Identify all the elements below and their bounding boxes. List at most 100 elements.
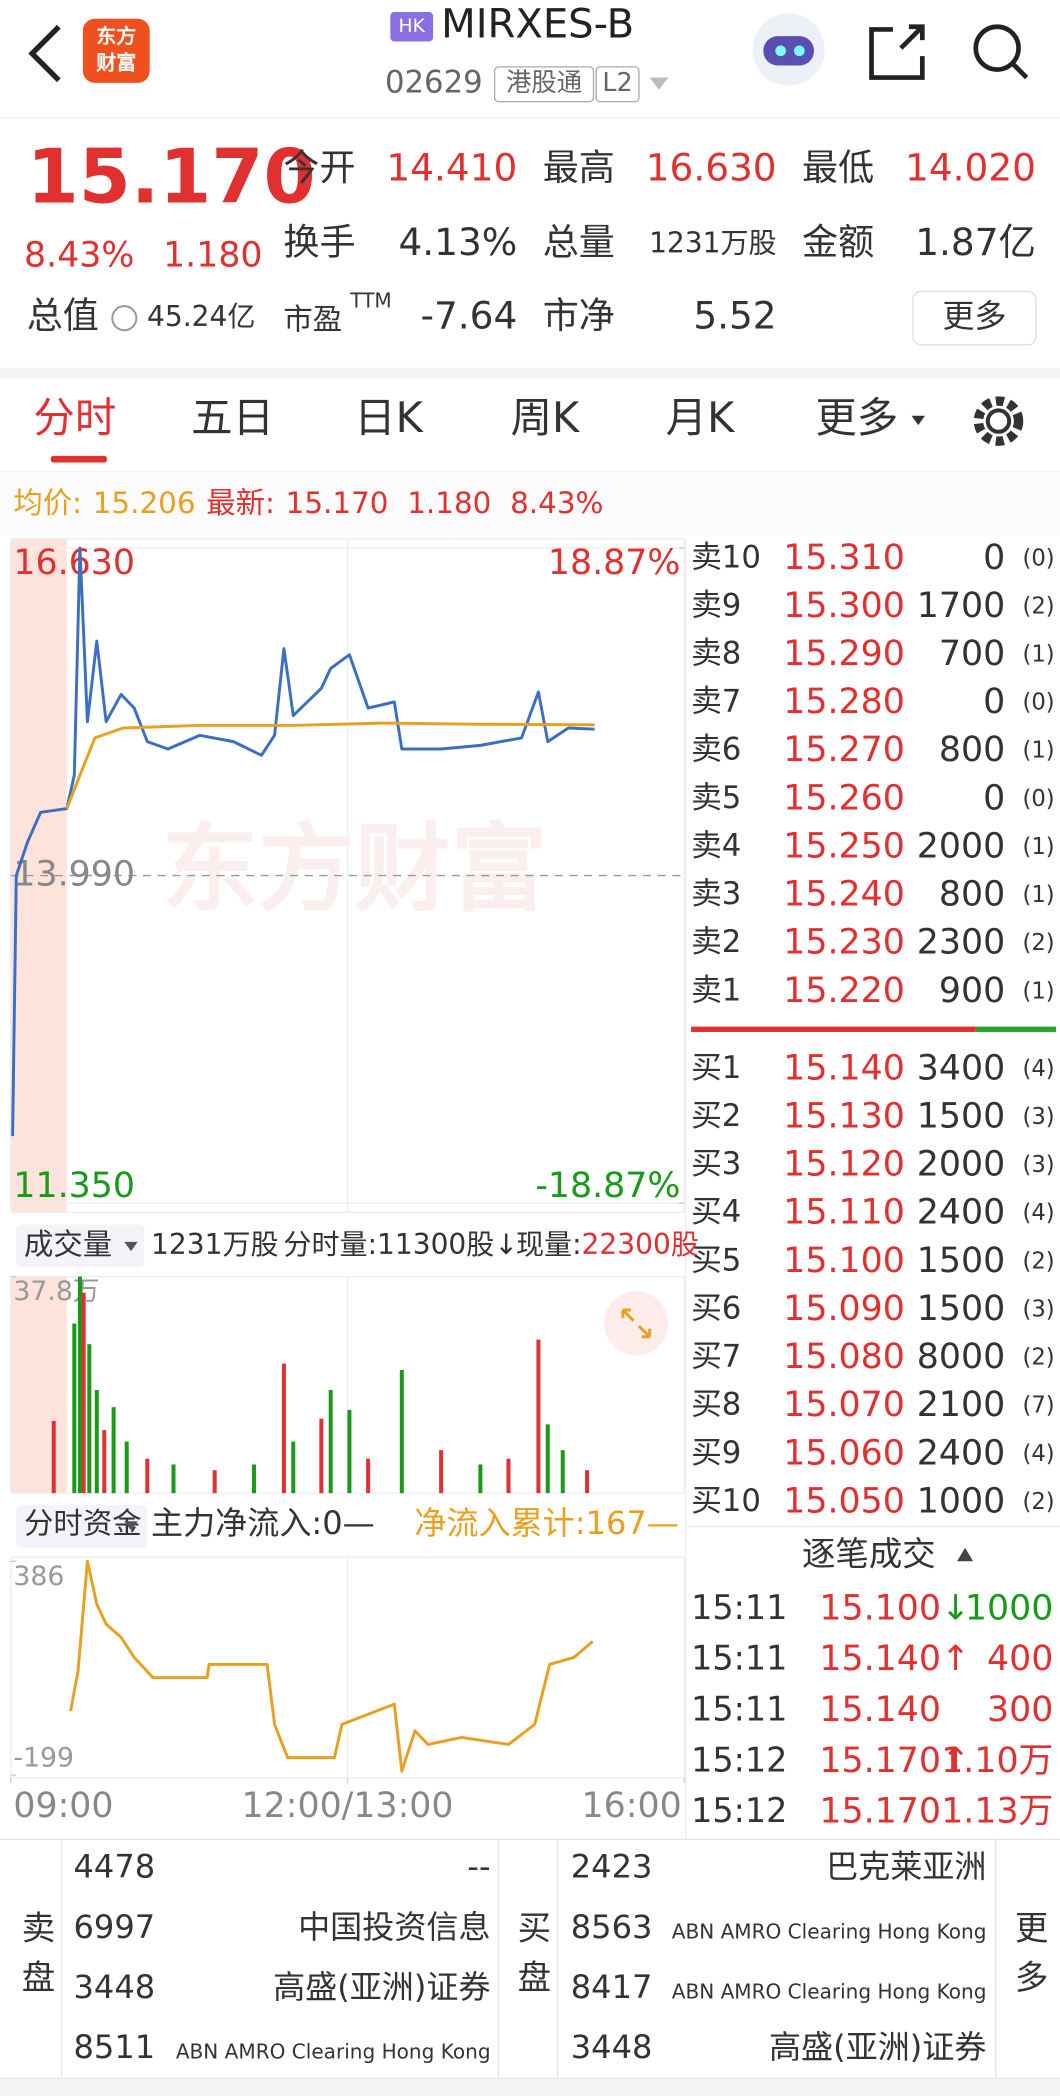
expand-button[interactable] [604,1291,669,1356]
book-price: 15.120 [783,1145,905,1185]
more-button[interactable] [912,290,1037,346]
broker-name: 巴克莱亚洲 [826,1848,986,1886]
app-logo[interactable] [82,18,150,83]
tab[interactable]: 五日 [191,394,274,442]
fund-selector[interactable] [16,1505,148,1548]
volume-minute: 分时量:11300股↓ [283,1228,517,1261]
volume-bar [72,1323,77,1494]
side-label[interactable]: 更多 [1009,1910,1048,2009]
trade-volume: 300 [987,1690,1053,1730]
book-label: 买8 [691,1387,741,1423]
book-price: 15.230 [783,923,905,963]
volume-bar [87,1344,92,1494]
info-item: 15.170 [286,485,389,519]
y-tick-label: 37.8万 [13,1276,99,1307]
tab[interactable]: 月K [666,394,736,442]
volume-bar [536,1339,541,1494]
volume-selector[interactable] [16,1224,145,1268]
trade-time: 15:11 [691,1690,787,1729]
tab[interactable]: 日K [354,394,424,442]
book-price: 15.280 [783,682,905,722]
value: 22300股 [582,1228,699,1261]
tag-box [493,66,595,103]
field-label: 市净 [543,295,615,337]
stock-code: 02629 [385,65,483,101]
search-icon[interactable] [973,24,1029,80]
book-price: 15.080 [783,1337,905,1377]
info-icon[interactable] [111,305,138,332]
data-line [11,546,595,1137]
book-count: (0) [1022,545,1054,571]
volume-bar [439,1450,444,1494]
book-count: (2) [1022,930,1054,956]
book-price: 15.290 [783,634,905,674]
book-count: (2) [1022,1345,1054,1371]
trade-volume: 1000 [965,1588,1053,1628]
book-count: (3) [1022,1104,1054,1130]
more-button-label[interactable]: 更多 [942,297,1006,335]
hk-badge [390,12,434,42]
book-qty: 1500 [917,1289,1005,1329]
logo-text: 财富 [96,51,136,75]
volume-bar [111,1407,116,1494]
auction-shade [10,1276,67,1494]
ask-ratio-bar [691,1026,976,1032]
trade-time: 15:12 [691,1791,787,1830]
tab[interactable]: 分时 [33,394,116,442]
volume-bar [145,1458,150,1494]
volume-bar [51,1420,56,1494]
book-price: 15.070 [783,1385,905,1425]
x-tick-label: 12:00/13:00 [242,1786,454,1826]
fund-main: 主力净流入:0— [151,1504,375,1542]
share-icon[interactable] [869,24,925,80]
book-price: 15.240 [783,875,905,915]
volume-bar [545,1424,550,1494]
field-label: 最低 [802,147,874,189]
book-label: 买2 [691,1098,741,1134]
field-value: 1231万股 [649,227,777,260]
broker-name: ABN AMRO Clearing Hong Kong [176,2040,491,2064]
y2-tick-label: 18.87% [548,543,681,583]
sort-icon[interactable] [957,1547,974,1562]
book-label: 卖7 [691,684,741,720]
back-button[interactable] [28,24,61,83]
volume-bar [171,1464,176,1494]
label: 现量: [516,1228,582,1261]
data-line [69,1559,594,1773]
direction: ↓ [941,1588,970,1628]
direction: ↑ [941,1639,970,1679]
assistant-icon[interactable] [752,13,825,86]
volume-bar [585,1470,590,1494]
tag: L2 [602,67,632,97]
volume-bar [281,1363,286,1494]
trade-volume: 1.13万 [941,1792,1053,1832]
tab[interactable]: 更多 [815,394,898,442]
info-line: 均价: 15.206 最新: 15.170 1.180 8.43% [13,485,603,519]
price: 15.170 [819,1741,941,1781]
tab-indicator [50,455,107,463]
field-value: 14.020 [905,145,1036,189]
field-sup: TTM [349,289,391,313]
field-value: 16.630 [646,145,777,189]
book-count: (0) [1022,690,1054,716]
trade-price: 15.140↑ [819,1639,970,1679]
info-item: 8.43% [510,485,603,519]
book-qty: 2400 [917,1433,1005,1473]
y2-tick-label: -18.87% [535,1166,680,1206]
book-label: 卖3 [691,876,741,912]
volume-bar [347,1410,352,1494]
tab[interactable]: 周K [511,394,581,442]
book-count: (7) [1022,1393,1054,1419]
y-tick-label: -199 [13,1743,74,1774]
book-price: 15.260 [783,778,905,818]
volume-bar [560,1450,565,1494]
settings-icon[interactable] [973,396,1024,446]
divider [0,367,1060,379]
volume-bar [478,1464,483,1494]
dropdown-icon[interactable] [649,77,669,90]
book-qty: 2000 [917,1145,1005,1185]
watermark: 东方财富 [162,813,547,925]
fund-cumulative: 净流入累计:167— [414,1504,679,1542]
